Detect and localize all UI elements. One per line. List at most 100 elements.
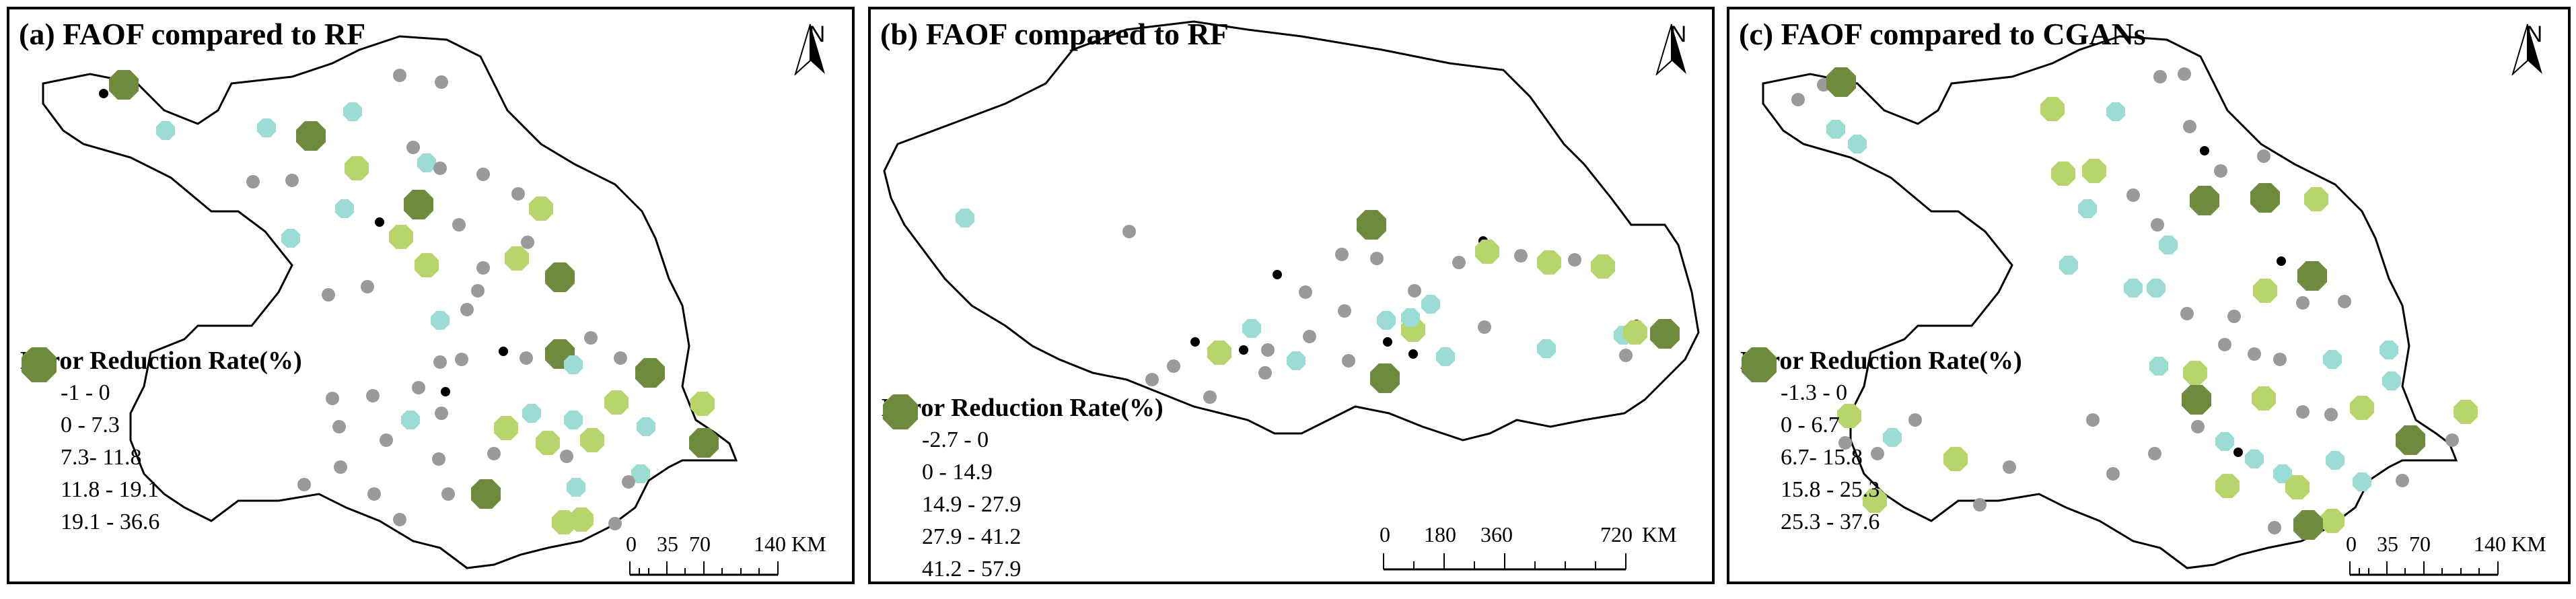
map-b-canvas: [883, 20, 1700, 442]
station-marker-gray: [2218, 338, 2231, 351]
scale-bar-c: 0 35 70 140 KM: [2342, 532, 2557, 579]
legend-row: -1.3 - 0: [1740, 355, 2022, 409]
station-marker-darkgreen: [2297, 261, 2327, 291]
station-marker-gray: [2257, 149, 2270, 163]
station-marker-lightgreen: [1623, 320, 1647, 345]
station-marker-gray: [367, 487, 381, 501]
station-marker-gray: [2106, 467, 2120, 481]
station-marker-gray: [435, 75, 448, 89]
station-marker-gray: [614, 351, 627, 365]
station-marker-gray: [326, 392, 339, 405]
station-marker-gray: [511, 187, 525, 201]
station-markers-a: [99, 69, 719, 534]
scale-tick-label: 720: [1600, 522, 1633, 547]
station-marker-darkgreen: [404, 190, 433, 219]
station-marker-darkgreen: [471, 479, 501, 509]
station-marker-lightgreen: [690, 392, 715, 416]
station-marker-gray: [1370, 252, 1384, 265]
station-marker-gray: [441, 487, 455, 501]
legend-row: 27.9 - 41.2: [882, 395, 1164, 553]
scale-tick-label: 70: [2409, 532, 2431, 556]
station-marker-lightgreen: [2285, 475, 2310, 499]
station-marker-teal: [2059, 256, 2078, 275]
station-marker-lightgreen: [2183, 361, 2207, 385]
station-marker-teal: [2106, 102, 2125, 121]
legend-label: 0 - 14.9: [922, 460, 993, 485]
station-marker-gray: [2003, 460, 2016, 474]
scale-tick-label: 70: [689, 532, 711, 556]
station-marker-gray: [520, 351, 533, 365]
station-marker-darkgreen: [635, 358, 665, 388]
panel-title-c: (c) FAOF compared to CGANs: [1739, 17, 2146, 51]
station-marker-teal: [2078, 199, 2097, 218]
station-marker-lightgreen: [2252, 386, 2276, 411]
station-marker-gray: [2445, 433, 2459, 447]
station-marker-black: [1408, 349, 1418, 359]
station-marker-darkgreen: [2190, 186, 2219, 215]
station-marker-teal: [2353, 472, 2371, 491]
station-marker-darkgreen: [1370, 363, 1400, 393]
legend-row: 0 - 14.9: [882, 399, 1164, 489]
station-marker-gray: [2148, 447, 2161, 460]
station-marker-gray: [433, 355, 447, 369]
station-marker-teal: [2245, 450, 2264, 468]
station-marker-lightgreen: [2253, 279, 2277, 303]
station-marker-gray: [297, 478, 311, 491]
panel-title-b: (b) FAOF compared to RF: [880, 17, 1229, 51]
station-marker-teal: [1287, 351, 1305, 370]
station-marker-gray: [1258, 366, 1272, 380]
station-marker-gray: [1908, 413, 1922, 427]
station-marker-gray: [1619, 349, 1633, 362]
scale-unit: KM: [791, 532, 826, 556]
map-panel-a: (a) FAOF compared to RF N Error Reductio…: [7, 7, 855, 584]
station-marker-teal: [1377, 311, 1396, 330]
station-marker-lightgreen: [2350, 396, 2374, 420]
station-marker-lightgreen: [536, 431, 560, 455]
station-marker-black: [99, 89, 108, 98]
legend-c: Error Reduction Rate(%) -1.3 - 0 0 - 6.7…: [1740, 346, 2022, 538]
station-marker-teal: [1883, 428, 1902, 447]
scale-tick-label: 35: [657, 532, 678, 556]
station-marker-gray: [2338, 295, 2351, 308]
station-marker-gray: [2248, 347, 2261, 361]
legend-row: -2.7 - 0: [882, 402, 1164, 456]
station-marker-lightgreen: [1591, 254, 1615, 279]
legend-symbol-darkgreen-octagon: [883, 394, 918, 429]
station-marker-black: [1190, 337, 1200, 347]
station-marker-teal: [1421, 295, 1440, 314]
station-marker-lightgreen: [1537, 250, 1561, 275]
legend-label: 41.2 - 57.9: [922, 557, 1022, 582]
legend-b: Error Reduction Rate(%) -2.7 - 0 0 - 14.…: [882, 393, 1164, 586]
north-arrow-b: N: [1651, 22, 1705, 75]
station-marker-gray: [1342, 354, 1355, 367]
station-marker-gray: [2273, 353, 2287, 366]
station-marker-gray: [584, 331, 598, 345]
station-marker-teal: [1848, 135, 1867, 153]
station-marker-lightgreen: [2320, 509, 2345, 533]
legend-row: 15.8 - 25.3: [1740, 348, 2022, 506]
station-marker-teal: [2382, 372, 2401, 390]
station-marker-teal: [2147, 279, 2166, 297]
station-marker-teal: [401, 411, 420, 429]
station-marker-gray: [2153, 70, 2167, 83]
station-marker-gray: [1303, 330, 1316, 343]
scale-tick-label: 35: [2377, 532, 2398, 556]
station-marker-lightgreen: [1475, 240, 1499, 264]
station-marker-lightgreen: [569, 507, 594, 532]
legend-label: 27.9 - 41.2: [922, 524, 1022, 549]
legend-row: 0 - 7.3: [20, 352, 302, 442]
station-marker-black: [441, 387, 450, 396]
scale-tick-label: 0: [1380, 522, 1390, 547]
station-marker-teal: [637, 417, 655, 436]
scale-bar-graphic: [1383, 553, 1626, 571]
station-marker-darkgreen: [689, 428, 719, 458]
station-marker-lightgreen: [345, 156, 369, 180]
north-arrow-icon: [794, 24, 825, 75]
station-marker-gray: [393, 69, 406, 82]
legend-label: 25.3 - 37.6: [1781, 509, 1880, 534]
station-marker-gray: [487, 447, 501, 460]
station-marker-teal: [2124, 279, 2143, 297]
legend-label: 0 - 6.7: [1781, 413, 1840, 437]
scale-tick-label: 180: [1424, 522, 1456, 547]
station-marker-teal: [1436, 347, 1455, 366]
